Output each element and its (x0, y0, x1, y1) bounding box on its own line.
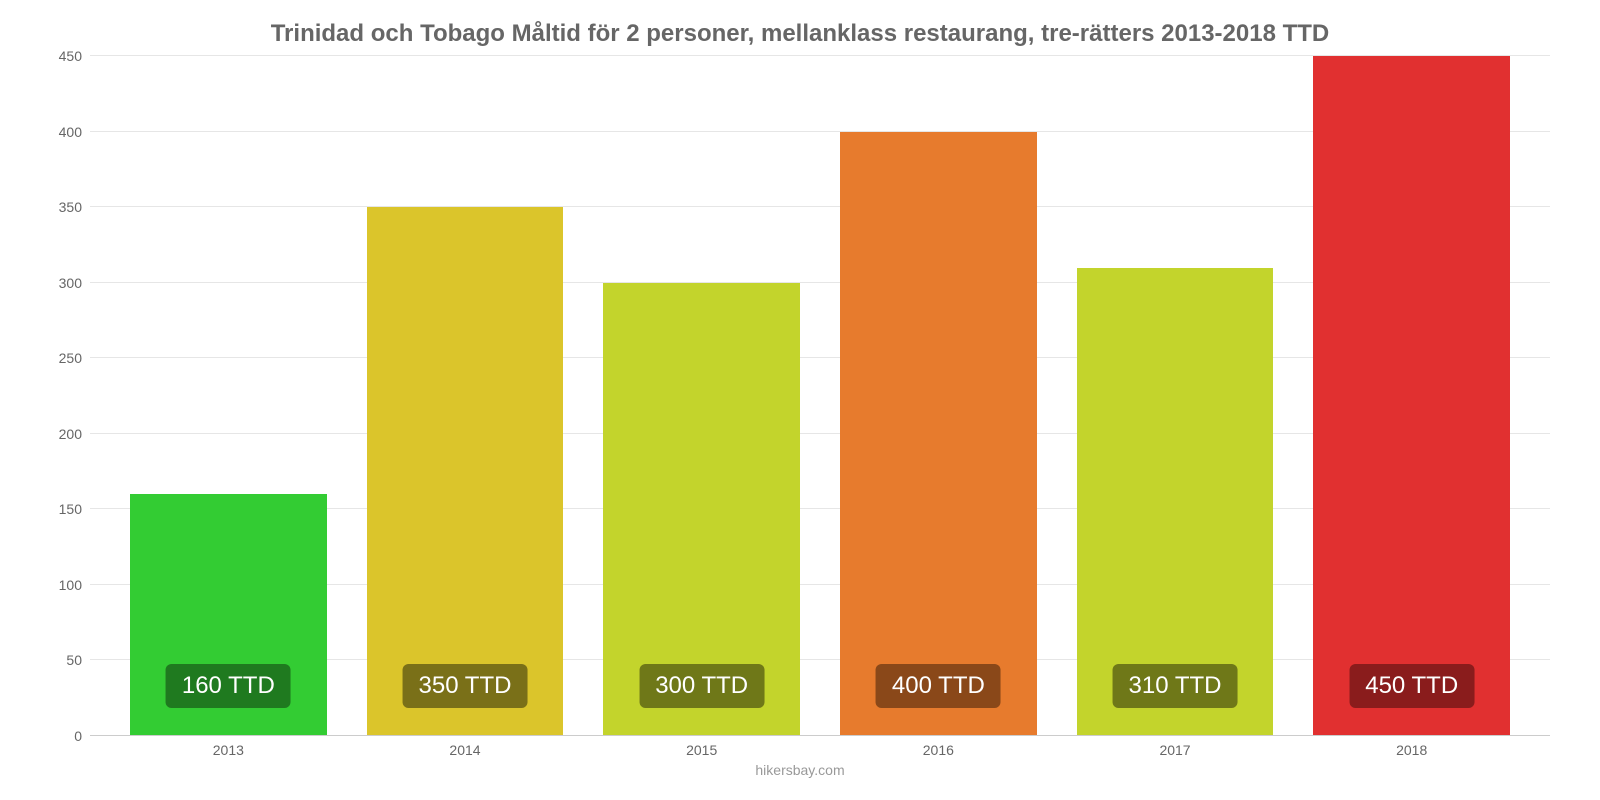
y-tick-label: 200 (42, 426, 82, 442)
chart-title: Trinidad och Tobago Måltid för 2 persone… (40, 20, 1560, 48)
x-axis-baseline (90, 735, 1550, 736)
bar-slot: 160 TTD (110, 56, 347, 736)
y-tick-label: 150 (42, 501, 82, 517)
y-tick-label: 450 (42, 48, 82, 64)
bars-group: 160 TTD 350 TTD 300 TTD 400 TTD 310 TTD 450 T… (90, 56, 1550, 736)
y-tick-label: 300 (42, 275, 82, 291)
x-tick-label: 2015 (583, 742, 820, 758)
bar: 310 TTD (1077, 268, 1273, 736)
y-tick-label: 350 (42, 199, 82, 215)
bar-slot: 350 TTD (347, 56, 584, 736)
bar-slot: 300 TTD (583, 56, 820, 736)
x-tick-label: 2018 (1293, 742, 1530, 758)
source-attribution: hikersbay.com (40, 762, 1560, 778)
value-badge: 350 TTD (403, 664, 528, 708)
bar-slot: 310 TTD (1057, 56, 1294, 736)
value-badge: 400 TTD (876, 664, 1001, 708)
y-tick-label: 400 (42, 124, 82, 140)
bar: 300 TTD (603, 283, 799, 736)
x-tick-label: 2013 (110, 742, 347, 758)
chart-container: Trinidad och Tobago Måltid för 2 persone… (0, 0, 1600, 800)
value-badge: 160 TTD (166, 664, 291, 708)
x-tick-label: 2016 (820, 742, 1057, 758)
x-tick-label: 2017 (1057, 742, 1294, 758)
value-badge: 310 TTD (1113, 664, 1238, 708)
value-badge: 450 TTD (1349, 664, 1474, 708)
plot-area: 050100150200250300350400450 160 TTD350 T… (90, 56, 1550, 736)
bar: 400 TTD (840, 132, 1036, 736)
bar: 450 TTD (1313, 56, 1509, 736)
x-axis-labels: 201320142015201620172018 (90, 742, 1550, 758)
y-tick-label: 50 (42, 652, 82, 668)
bar: 350 TTD (367, 207, 563, 736)
y-tick-label: 0 (42, 728, 82, 744)
y-tick-label: 250 (42, 350, 82, 366)
value-badge: 300 TTD (639, 664, 764, 708)
bar: 160 TTD (130, 494, 326, 736)
y-tick-label: 100 (42, 577, 82, 593)
bar-slot: 400 TTD (820, 56, 1057, 736)
bar-slot: 450 TTD (1293, 56, 1530, 736)
x-tick-label: 2014 (347, 742, 584, 758)
